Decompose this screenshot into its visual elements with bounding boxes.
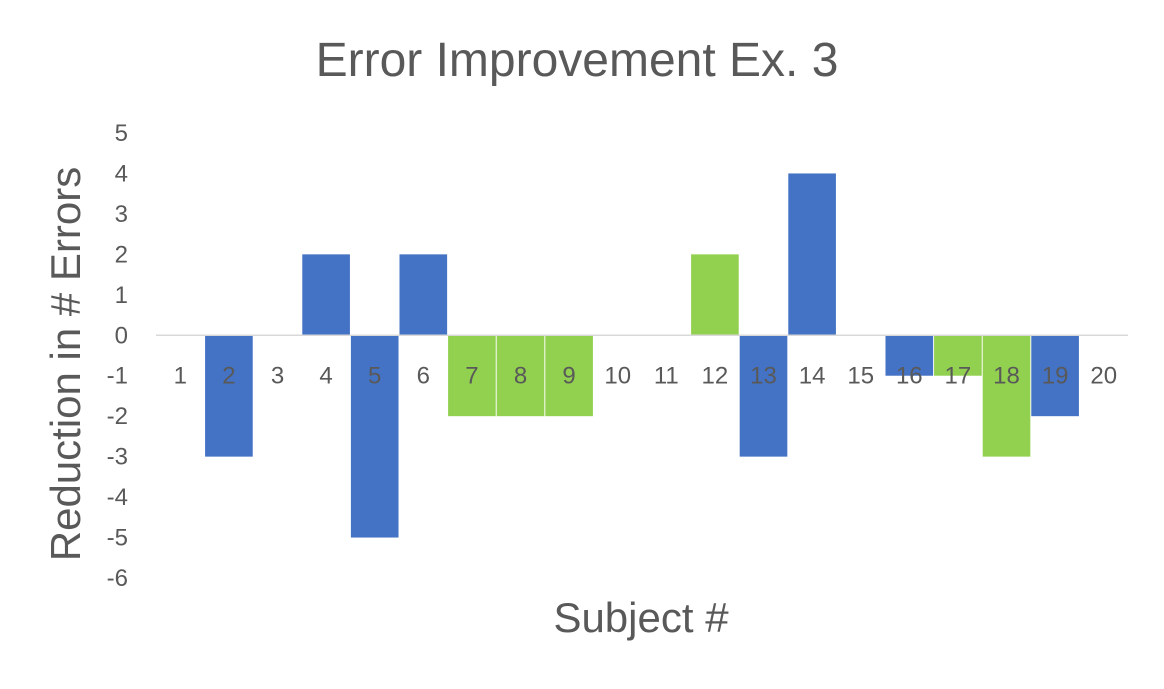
- bar-subject-2: [205, 335, 253, 457]
- x-tick-label: 4: [319, 362, 332, 389]
- x-tick-label: 6: [417, 362, 430, 389]
- y-tick-label: 1: [115, 282, 128, 309]
- bar-subject-17: [934, 335, 982, 376]
- x-tick-label: 10: [604, 362, 631, 389]
- bar-subject-9: [545, 335, 593, 417]
- x-tick-label: 9: [562, 362, 575, 389]
- bar-subject-8: [496, 335, 545, 417]
- y-tick-label: -2: [107, 403, 128, 430]
- bar-subject-14: [788, 173, 836, 336]
- y-tick-label: 2: [115, 241, 128, 268]
- x-tick-label: 16: [896, 362, 923, 389]
- x-tick-label: 15: [847, 362, 874, 389]
- y-tick-label: 5: [115, 120, 128, 147]
- x-tick-label: 5: [368, 362, 381, 389]
- x-axis-title: Subject #: [553, 594, 729, 641]
- bar-subject-16: [885, 335, 934, 376]
- x-tick-label: 8: [514, 362, 527, 389]
- x-tick-label: 17: [945, 362, 972, 389]
- y-tick-label: -6: [107, 565, 128, 592]
- y-tick-label: -5: [107, 525, 128, 552]
- bar-subject-7: [448, 335, 496, 417]
- x-tick-label: 20: [1090, 362, 1117, 389]
- x-tick-label: 19: [1042, 362, 1069, 389]
- x-tick-label: 18: [993, 362, 1020, 389]
- x-tick-label: 14: [799, 362, 826, 389]
- x-tick-label: 2: [222, 362, 235, 389]
- bar-subject-18: [982, 335, 1031, 457]
- y-tick-label: -1: [107, 363, 128, 390]
- x-tick-label: 7: [465, 362, 478, 389]
- x-tick-label: 12: [702, 362, 729, 389]
- y-tick-label: 3: [115, 201, 128, 228]
- y-tick-label: 0: [115, 322, 128, 349]
- bars-group: [205, 173, 1079, 538]
- bar-subject-12: [691, 254, 739, 336]
- x-tick-label: 13: [750, 362, 777, 389]
- x-tick-label: 3: [271, 362, 284, 389]
- chart-title: Error Improvement Ex. 3: [316, 34, 839, 87]
- bar-subject-19: [1031, 335, 1079, 417]
- y-axis-title: Reduction in # Errors: [42, 167, 89, 562]
- bar-subject-6: [399, 254, 448, 336]
- y-tick-label: 4: [115, 160, 128, 187]
- bar-subject-5: [350, 335, 399, 538]
- y-tick-label: -3: [107, 444, 128, 471]
- y-tick-label: -4: [107, 484, 128, 511]
- x-tick-label: 1: [174, 362, 187, 389]
- y-tick-labels: -6 -5 -4 -3 -2 -1 0 1 2 3 4 5: [107, 120, 128, 592]
- bar-subject-4: [302, 254, 350, 336]
- bar-subject-13: [739, 335, 788, 457]
- x-tick-label: 11: [654, 362, 679, 389]
- x-tick-labels: 1 2 3 4 5 6 7 8 9 10 11 12 13 14 15 16 17 18 19 20: [174, 362, 1117, 389]
